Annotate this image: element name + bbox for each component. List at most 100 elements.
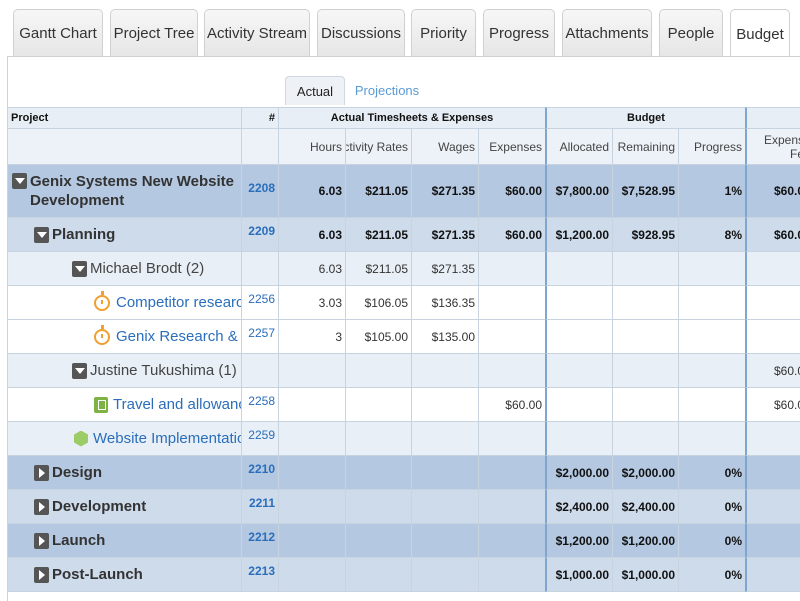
- progress-value: [679, 388, 746, 422]
- col-expense-fee-header[interactable]: Expens Fe: [745, 129, 800, 165]
- hours-value: [279, 354, 346, 388]
- project-name[interactable]: Genix Systems New Website Development: [30, 173, 234, 209]
- subtab-actual[interactable]: Actual: [285, 76, 345, 105]
- expenses-value: [479, 422, 546, 456]
- wages-value: $271.35: [412, 218, 479, 252]
- timesheet-clock-icon: [94, 324, 110, 345]
- progress-value: 0%: [679, 558, 746, 592]
- table-row[interactable]: Launch 2212 $1,200.00 $1,200.00 0%: [8, 524, 800, 558]
- project-id[interactable]: 2256: [242, 286, 279, 320]
- subtab-projections[interactable]: Projections: [354, 83, 420, 98]
- table-row[interactable]: Genix Systems New Website Development 22…: [8, 165, 800, 218]
- project-id: [242, 354, 279, 388]
- col-project-header[interactable]: Project: [8, 107, 242, 129]
- remaining-value: $2,000.00: [613, 456, 679, 490]
- allocated-value: $1,200.00: [545, 218, 613, 252]
- tab-activity-stream[interactable]: Activity Stream: [204, 9, 310, 56]
- tab-progress[interactable]: Progress: [483, 9, 555, 56]
- table-row[interactable]: Travel and allowance 2258 $60.00 $60.0: [8, 388, 800, 422]
- col-expenses-header[interactable]: Expenses: [479, 129, 546, 165]
- activity-rates-value: [346, 490, 412, 524]
- task-link[interactable]: Travel and allowance: [113, 396, 242, 413]
- collapse-toggle-icon[interactable]: [34, 226, 49, 243]
- person-name[interactable]: Michael Brodt (2): [90, 260, 205, 277]
- remaining-value: [613, 422, 679, 456]
- remaining-value: $1,200.00: [613, 524, 679, 558]
- expenses-value: [479, 524, 546, 558]
- task-link[interactable]: Website Implementation: [93, 430, 242, 447]
- table-row[interactable]: Michael Brodt (2) 6.03 $211.05 $271.35: [8, 252, 800, 286]
- col-activity-rates-header[interactable]: Activity Rates: [346, 129, 412, 165]
- project-name[interactable]: Design: [52, 464, 103, 481]
- project-id: [242, 252, 279, 286]
- expense-fee-value: [745, 286, 800, 320]
- expand-toggle-icon[interactable]: [34, 464, 49, 481]
- project-name[interactable]: Development: [52, 498, 147, 515]
- col-hours-header[interactable]: Hours: [279, 129, 346, 165]
- project-id[interactable]: 2210: [242, 456, 279, 490]
- expand-toggle-icon[interactable]: [34, 532, 49, 549]
- table-row[interactable]: Website Implementation 2259: [8, 422, 800, 456]
- col-progress-header[interactable]: Progress: [679, 129, 746, 165]
- table-row[interactable]: Development 2211 $2,400.00 $2,400.00 0%: [8, 490, 800, 524]
- person-name[interactable]: Justine Tukushima (1): [90, 362, 237, 379]
- project-id[interactable]: 2258: [242, 388, 279, 422]
- table-row[interactable]: Design 2210 $2,000.00 $2,000.00 0%: [8, 456, 800, 490]
- project-id[interactable]: 2259: [242, 422, 279, 456]
- table-row[interactable]: Justine Tukushima (1) $60.0: [8, 354, 800, 388]
- activity-rates-value: [346, 524, 412, 558]
- col-remaining-header[interactable]: Remaining: [613, 129, 679, 165]
- collapse-toggle-icon[interactable]: [72, 362, 87, 379]
- col-allocated-header[interactable]: Allocated: [545, 129, 613, 165]
- tab-priority[interactable]: Priority: [411, 9, 476, 56]
- expense-fee-value: $60.0: [745, 354, 800, 388]
- expenses-value: $60.00: [479, 388, 546, 422]
- progress-value: [679, 354, 746, 388]
- table-row[interactable]: Genix Research & 2257 3 $105.00 $135.00: [8, 320, 800, 354]
- activity-rates-value: [346, 354, 412, 388]
- project-name[interactable]: Post-Launch: [52, 566, 143, 583]
- expense-fee-value: [745, 422, 800, 456]
- collapse-toggle-icon[interactable]: [72, 260, 87, 277]
- expense-fee-value: [745, 252, 800, 286]
- activity-rates-value: [346, 456, 412, 490]
- project-id[interactable]: 2257: [242, 320, 279, 354]
- project-name[interactable]: Launch: [52, 532, 106, 549]
- remaining-value: $2,400.00: [613, 490, 679, 524]
- activity-rates-value: $105.00: [346, 320, 412, 354]
- allocated-value: [545, 252, 613, 286]
- remaining-value: [613, 388, 679, 422]
- tab-gantt-chart[interactable]: Gantt Chart: [13, 9, 103, 56]
- col-id-sub: [242, 129, 279, 165]
- project-id[interactable]: 2209: [242, 218, 279, 252]
- col-id-header[interactable]: #: [242, 107, 279, 129]
- tab-attachments[interactable]: Attachments: [562, 9, 652, 56]
- project-id[interactable]: 2208: [242, 165, 279, 218]
- expand-toggle-icon[interactable]: [34, 566, 49, 583]
- collapse-toggle-icon[interactable]: [12, 173, 27, 189]
- hours-value: 3: [279, 320, 346, 354]
- table-row[interactable]: Planning 2209 6.03 $211.05 $271.35 $60.0…: [8, 218, 800, 252]
- tab-people[interactable]: People: [659, 9, 723, 56]
- header-row-groups: Project # Actual Timesheets & Expenses B…: [8, 107, 800, 129]
- tab-project-tree[interactable]: Project Tree: [110, 9, 198, 56]
- remaining-value: [613, 252, 679, 286]
- task-link[interactable]: Genix Research &: [116, 328, 238, 345]
- project-name[interactable]: Planning: [52, 226, 116, 243]
- project-id[interactable]: 2212: [242, 524, 279, 558]
- expenses-value: [479, 354, 546, 388]
- table-row[interactable]: Post-Launch 2213 $1,000.00 $1,000.00 0%: [8, 558, 800, 592]
- table-row[interactable]: Competitor research 2256 3.03 $106.05 $1…: [8, 286, 800, 320]
- remaining-value: [613, 354, 679, 388]
- col-wages-header[interactable]: Wages: [412, 129, 479, 165]
- expand-toggle-icon[interactable]: [34, 498, 49, 515]
- project-id[interactable]: 2211: [242, 490, 279, 524]
- expense-receipt-icon: [94, 396, 108, 413]
- tab-budget[interactable]: Budget: [730, 9, 790, 58]
- task-link[interactable]: Competitor research: [116, 294, 242, 311]
- tab-discussions[interactable]: Discussions: [317, 9, 405, 56]
- wages-value: $135.00: [412, 320, 479, 354]
- project-id[interactable]: 2213: [242, 558, 279, 592]
- allocated-value: $1,000.00: [545, 558, 613, 592]
- hours-value: 6.03: [279, 218, 346, 252]
